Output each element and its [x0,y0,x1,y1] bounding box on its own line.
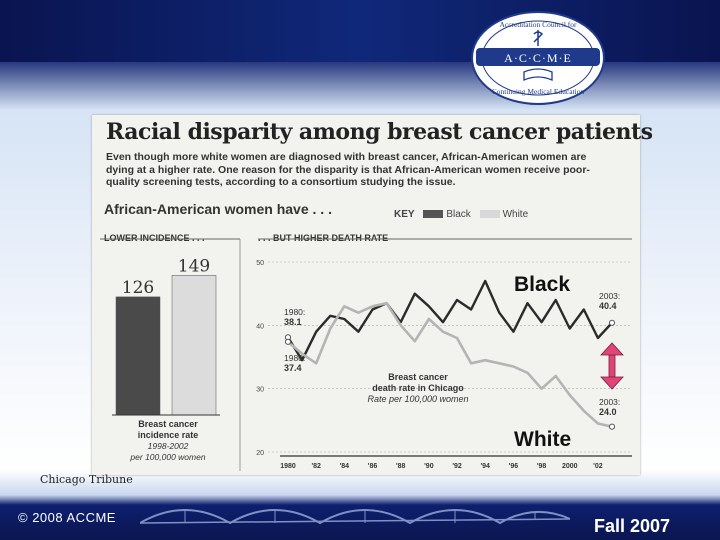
bar-caption-line-2: incidence rate [138,430,199,440]
logo-band-text: A·C·C·M·E [504,51,572,65]
y-tick-label-20: 20 [256,450,264,457]
bridge-silhouette [140,509,570,525]
end-point-black [608,319,616,326]
x-tick-label-5: '90 [424,463,434,470]
ann-2003-white-value: 24.0 [599,407,617,417]
bar-caption-line-3: 1998-2002 [148,441,189,451]
x-tick-label-0: 1980 [280,463,296,470]
end-point-white [608,423,616,430]
x-tick-label-2: '84 [340,463,350,470]
newspaper-clipping: Racial disparity among breast cancer pat… [92,115,653,475]
key-black-label: Black [446,209,471,220]
x-tick-label-4: '88 [396,463,406,470]
right-panel-title: . . . BUT HIGHER DEATH RATE [258,233,389,243]
clipping-deck: Even though more white women are diagnos… [106,151,590,188]
season-label: Fall 2007 [594,516,671,536]
line-caption-line-3: Rate per 100,000 women [367,394,468,404]
bar-value-label-white: 149 [178,256,210,276]
y-tick-label-30: 30 [256,387,264,394]
clipping-subhead: African-American women have . . . [104,201,332,217]
disparity-arrow-shaft [608,354,616,378]
line-caption-line-1: Breast cancer [388,372,448,382]
ann-1980-black-year: 1980: [284,307,305,317]
key-black-swatch [423,210,444,219]
overlay-label-white: White [514,428,571,451]
x-tick-label-8: '96 [509,463,519,470]
key-white-label: White [502,209,529,220]
ann-1980-white-year: 1980: [284,353,305,363]
key-white-swatch [479,210,500,219]
accme-logo: A·C·C·M·E Accreditation Council for Cont… [471,11,605,105]
y-tick-label-50: 50 [256,260,264,267]
disparity-arrow-head-down [600,376,624,390]
x-tick-label-10: 2000 [562,463,578,470]
bar-caption-line-1: Breast cancer [138,419,198,429]
ann-1980-black-value: 38.1 [284,317,302,327]
disparity-arrow-head-up [600,342,624,356]
photo-credit: Chicago Tribune [40,473,133,486]
ann-2003-black-year: 2003: [599,291,620,301]
logo-ring-bottom: Continuing Medical Education [492,87,585,96]
x-tick-label-3: '86 [368,463,378,470]
line-series-white [287,301,613,428]
x-tick-label-1: '82 [311,463,321,470]
header-band [0,0,720,62]
chart-key: KEY Black White [394,209,528,220]
bar-black [115,296,161,416]
ann-2003-white-year: 2003: [599,397,620,407]
copyright: © 2008 ACCME [18,510,116,525]
x-tick-label-7: '94 [480,463,490,470]
overlay-label-black: Black [514,273,570,296]
bar-white [171,275,217,416]
x-tick-label-6: '92 [452,463,462,470]
ann-1980-white-value: 37.4 [284,363,302,373]
bar-caption-line-4: per 100,000 women [129,452,205,462]
key-label: KEY [394,209,415,220]
line-series-black [286,279,613,362]
y-tick-label-40: 40 [256,323,264,330]
x-tick-label-11: '02 [593,463,603,470]
line-caption-line-2: death rate in Chicago [372,383,464,393]
bar-value-label-black: 126 [122,278,154,298]
ann-2003-black-value: 40.4 [599,301,617,311]
x-tick-label-9: '98 [537,463,547,470]
start-point-white [284,338,292,345]
left-panel-title: LOWER INCIDENCE . . . [104,233,205,243]
clipping-headline: Racial disparity among breast cancer pat… [106,119,653,145]
logo-ring-top: Accreditation Council for [499,20,577,29]
